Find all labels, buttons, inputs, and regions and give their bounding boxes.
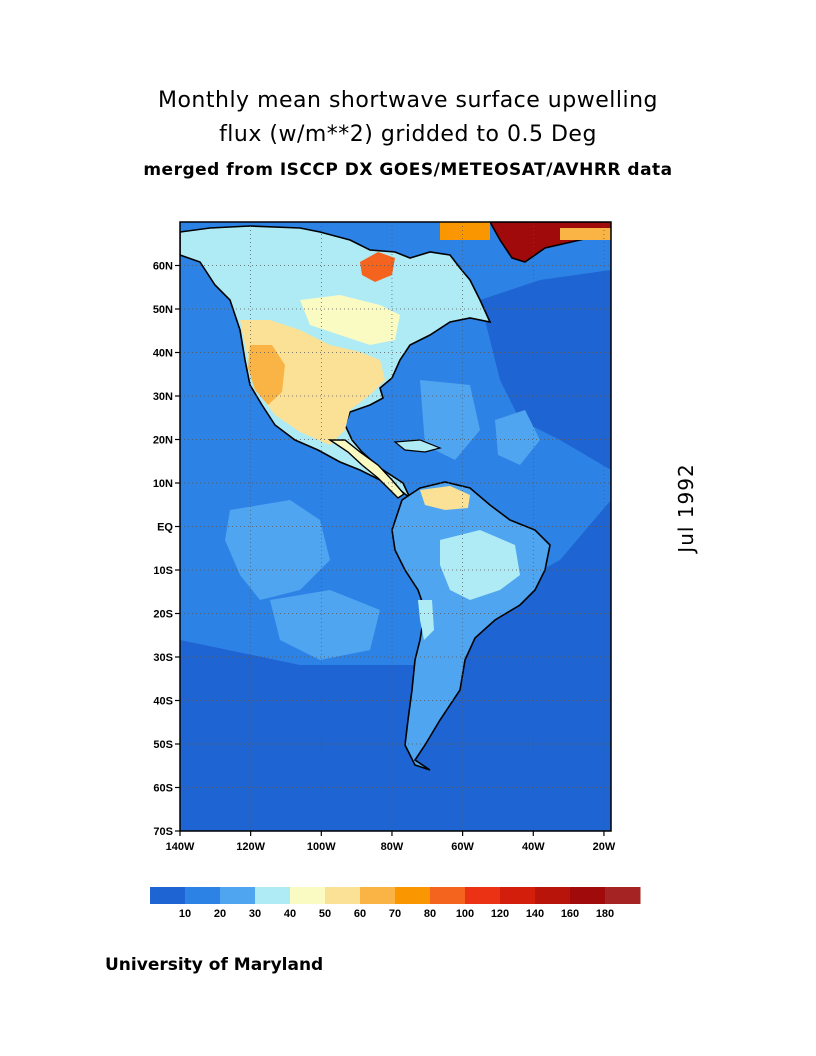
colorbar-label: 180 <box>596 908 614 920</box>
map-title-line-2: flux (w/m**2) gridded to 0.5 Deg <box>219 122 597 147</box>
arctic-ice-region <box>560 228 611 240</box>
latitude-axis: 60N 50N 40N 30N 20N 10N EQ 10S 20S 30S 40S 50S 60S 70… <box>153 261 180 838</box>
lon-tick-label: 40W <box>522 841 545 853</box>
lon-tick-label: 140W <box>166 841 195 853</box>
colorbar-label: 40 <box>284 908 296 920</box>
date-label: Jul 1992 <box>674 463 698 553</box>
colorbar-label: 80 <box>424 908 436 920</box>
colorbar: 10 20 30 40 50 60 70 80 100 120 140 160 180 <box>150 887 641 920</box>
north-america-hot-region <box>248 345 285 405</box>
brazil-cloud-region <box>440 530 520 600</box>
lat-tick-label: 40N <box>153 348 173 360</box>
colorbar-swatch <box>255 887 291 904</box>
lat-tick-label: 30S <box>153 652 173 664</box>
lat-tick-label: 10N <box>153 478 173 490</box>
colorbar-label: 120 <box>491 908 509 920</box>
longitude-axis: 140W 120W 100W 80W 60W 40W 20W <box>166 831 616 853</box>
colorbar-label: 140 <box>526 908 544 920</box>
lon-tick-label: 60W <box>451 841 474 853</box>
lat-tick-label: 20N <box>153 435 173 447</box>
map-subtitle: merged from ISCCP DX GOES/METEOSAT/AVHRR… <box>143 160 673 180</box>
colorbar-swatch <box>570 887 606 904</box>
colorbar-swatch <box>605 887 641 904</box>
colorbar-swatch <box>290 887 326 904</box>
colorbar-label: 70 <box>389 908 401 920</box>
institution-footer: University of Maryland <box>105 955 324 975</box>
lat-tick-label: 70S <box>153 826 173 838</box>
map-field <box>180 222 611 831</box>
lat-tick-label: 50S <box>153 739 173 751</box>
central-america-land <box>327 439 406 499</box>
colorbar-swatch <box>535 887 571 904</box>
colorbar-label: 10 <box>179 908 191 920</box>
colorbar-swatch <box>395 887 431 904</box>
lat-tick-label: 30N <box>153 391 173 403</box>
atlantic-cloud-region <box>420 380 480 460</box>
colorbar-swatch <box>500 887 536 904</box>
graticule <box>180 222 611 831</box>
southern-ocean-region <box>180 500 611 831</box>
great-plains-region <box>300 295 400 345</box>
lon-tick-label: 120W <box>236 841 265 853</box>
colorbar-swatch <box>430 887 466 904</box>
hudson-warm-region <box>360 252 395 282</box>
lon-tick-label: 100W <box>307 841 336 853</box>
lat-tick-label: 40S <box>153 696 173 708</box>
lon-tick-label: 20W <box>593 841 616 853</box>
map-title-line-1: Monthly mean shortwave surface upwelling <box>157 88 658 113</box>
lat-tick-label: 20S <box>153 609 173 621</box>
pacific-cloud-region <box>225 500 330 600</box>
lat-tick-label: EQ <box>157 522 173 534</box>
atacama-region <box>418 600 434 640</box>
north-atlantic-region <box>480 270 611 470</box>
colorbar-swatch <box>360 887 396 904</box>
colorbar-swatch <box>465 887 501 904</box>
lon-tick-label: 80W <box>381 841 404 853</box>
venezuela-warm-region <box>420 486 470 510</box>
pacific-cloud-region-south <box>270 590 380 660</box>
colorbar-label: 20 <box>214 908 226 920</box>
colorbar-label: 60 <box>354 908 366 920</box>
lat-tick-label: 50N <box>153 304 173 316</box>
north-america-warm-region <box>240 320 385 445</box>
colorbar-label: 160 <box>561 908 579 920</box>
colorbar-label: 50 <box>319 908 331 920</box>
lat-tick-label: 60N <box>153 261 173 273</box>
midatlantic-cloud-region <box>495 410 540 465</box>
colorbar-swatch <box>325 887 361 904</box>
lat-tick-label: 60S <box>153 783 173 795</box>
lat-tick-label: 10S <box>153 565 173 577</box>
colorbar-swatch <box>150 887 186 904</box>
colorbar-label: 30 <box>249 908 261 920</box>
colorbar-label: 100 <box>456 908 474 920</box>
caribbean-islands <box>393 439 442 453</box>
colorbar-swatch <box>220 887 256 904</box>
colorbar-swatch <box>185 887 221 904</box>
arctic-warm-region <box>440 222 490 240</box>
